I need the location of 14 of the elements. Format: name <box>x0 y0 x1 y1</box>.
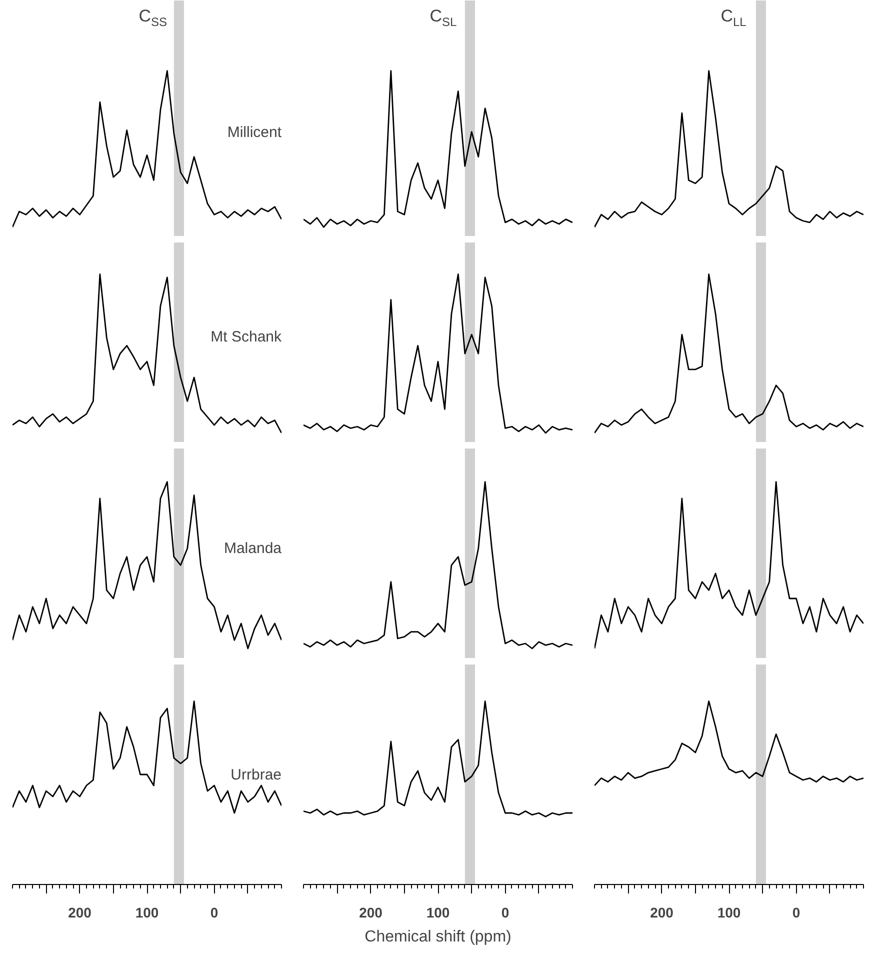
x-tick-label: 100 <box>426 904 450 920</box>
x-tick-label: 200 <box>650 904 674 920</box>
x-tick-label: 0 <box>792 904 800 920</box>
annotation: Millicent <box>227 124 282 142</box>
x-tick-label: 0 <box>501 904 510 920</box>
x-tick-label: 200 <box>359 904 383 920</box>
annotation: Mt Schank <box>210 328 282 346</box>
x-tick-label: 0 <box>210 904 218 920</box>
x-tick-label: 100 <box>135 904 159 920</box>
x-tick-label: 100 <box>717 904 741 920</box>
x-tick-label: 200 <box>68 904 92 920</box>
annotation: Urrbrae <box>230 766 282 784</box>
x-axis-title: Chemical shift (ppm) <box>364 928 512 946</box>
annotation: Malanda <box>224 540 282 557</box>
